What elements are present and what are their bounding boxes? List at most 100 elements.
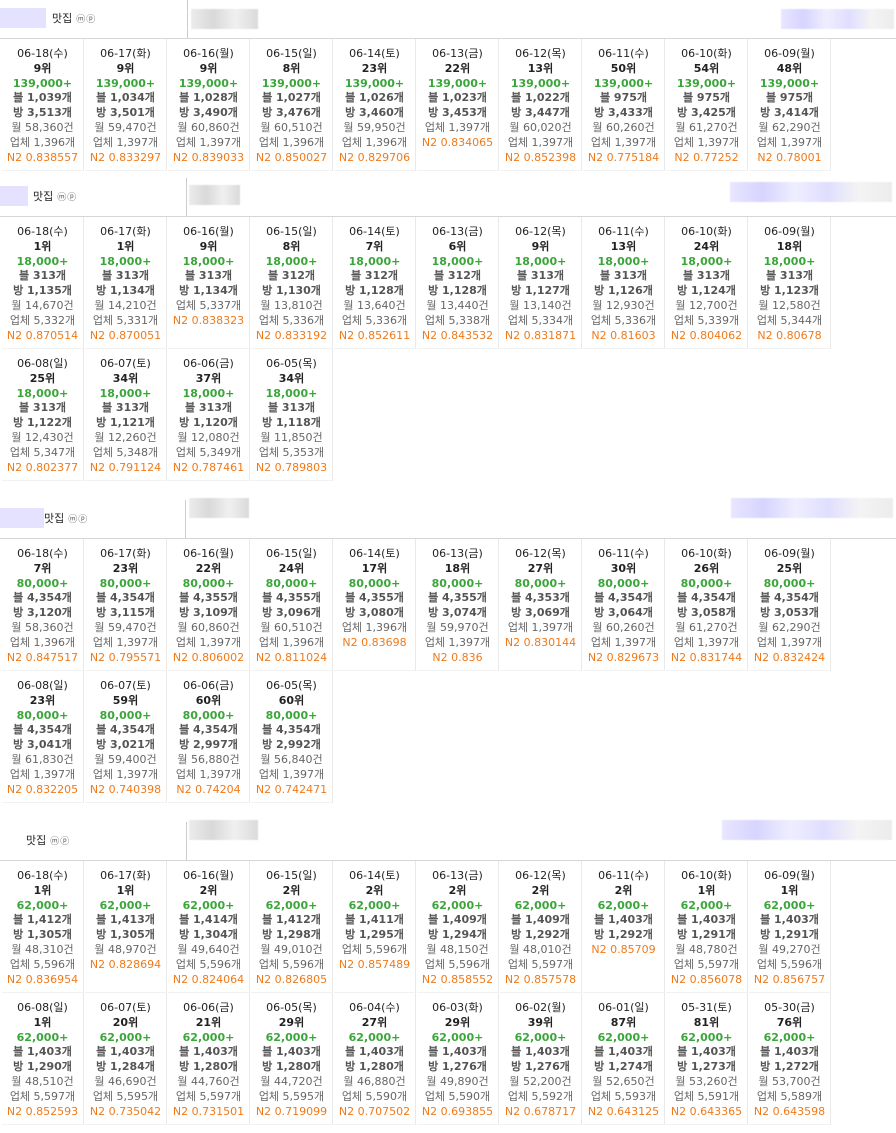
keyword-label: 맛집 bbox=[33, 190, 54, 203]
mobile-pc-icons[interactable]: ⓜⓟ bbox=[57, 193, 78, 203]
business-count: 업체 5,597개 bbox=[673, 957, 740, 971]
keyword-label: 맛집 bbox=[52, 12, 73, 25]
business-count: 업체 1,396개 bbox=[9, 135, 76, 149]
keyword-title[interactable]: 맛집 ⓜⓟ bbox=[52, 10, 96, 26]
business-count: 업체 1,397개 bbox=[590, 635, 657, 649]
rank-card: 06-15(일) 24위 80,000+ 블 4,355개 방 3,096개 월 60,5… bbox=[251, 539, 333, 671]
search-volume: 62,000+ bbox=[348, 1030, 401, 1044]
business-count: 업체 5,596개 bbox=[424, 957, 491, 971]
business-count: 업체 5,338개 bbox=[424, 313, 491, 327]
rank-label: 13위 bbox=[610, 239, 637, 253]
redacted-block bbox=[191, 9, 258, 29]
business-count: 업체 1,396개 bbox=[341, 135, 408, 149]
rank-label: 1위 bbox=[33, 883, 52, 897]
n2-score: N2 0.740398 bbox=[89, 782, 162, 796]
redacted-block bbox=[189, 185, 240, 205]
rank-card: 06-10(화) 24위 18,000+ 블 313개 방 1,124개 월 12,700… bbox=[666, 217, 748, 349]
mobile-pc-icons[interactable]: ⓜⓟ bbox=[68, 515, 89, 525]
rank-card: 06-09(월) 48위 139,000+ 블 975개 방 3,414개 월 62,29… bbox=[749, 39, 831, 171]
blog-count: 블 1,403개 bbox=[345, 1045, 404, 1059]
monthly-count: 월 13,140건 bbox=[509, 298, 572, 312]
rank-card: 06-08(일) 25위 18,000+ 블 313개 방 1,122개 월 12,430… bbox=[2, 349, 84, 481]
date-label: 06-15(일) bbox=[266, 547, 317, 560]
n2-score: N2 0.811024 bbox=[255, 650, 328, 664]
rank-card: 06-16(월) 22위 80,000+ 블 4,355개 방 3,109개 월 60,8… bbox=[168, 539, 250, 671]
rank-card: 06-06(금) 21위 62,000+ 블 1,403개 방 1,280개 월 44,7… bbox=[168, 993, 250, 1125]
rank-card: 06-05(목) 29위 62,000+ 블 1,403개 방 1,280개 월 44,7… bbox=[251, 993, 333, 1125]
blog-count: 블 1,028개 bbox=[179, 91, 238, 105]
date-label: 06-10(화) bbox=[681, 869, 732, 882]
date-label: 06-18(수) bbox=[17, 547, 68, 560]
mobile-pc-icons[interactable]: ⓜⓟ bbox=[50, 837, 71, 847]
n2-score: N2 0.804062 bbox=[670, 328, 743, 342]
keyword-title[interactable]: 맛집 ⓜⓟ bbox=[33, 188, 77, 204]
mobile-pc-icons[interactable]: ⓜⓟ bbox=[76, 15, 97, 25]
header-divider bbox=[186, 822, 187, 860]
monthly-count: 월 11,850건 bbox=[260, 430, 323, 444]
redacted-block bbox=[722, 820, 892, 840]
search-volume: 18,000+ bbox=[16, 254, 69, 268]
n2-score: N2 0.833297 bbox=[89, 150, 162, 164]
date-label: 06-11(수) bbox=[598, 547, 649, 560]
date-label: 06-05(목) bbox=[266, 1001, 317, 1014]
rank-label: 2위 bbox=[448, 883, 467, 897]
keyword-title[interactable]: 맛집 ⓜⓟ bbox=[26, 832, 70, 848]
business-count: 업체 5,595개 bbox=[258, 1089, 325, 1103]
search-volume: 139,000+ bbox=[12, 76, 73, 90]
rank-card: 06-06(금) 60위 80,000+ 블 4,354개 방 2,997개 월 56,8… bbox=[168, 671, 250, 803]
business-count: 업체 5,591개 bbox=[673, 1089, 740, 1103]
business-count: 업체 5,597개 bbox=[9, 1089, 76, 1103]
monthly-count: 월 58,360건 bbox=[11, 620, 74, 634]
cafe-count: 방 2,992개 bbox=[262, 738, 321, 752]
business-count: 업체 5,339개 bbox=[673, 313, 740, 327]
n2-score: N2 0.829673 bbox=[587, 650, 660, 664]
cafe-count: 방 3,453개 bbox=[428, 106, 487, 120]
rank-card: 06-16(월) 2위 62,000+ 블 1,414개 방 1,304개 월 49,64… bbox=[168, 861, 250, 993]
search-volume: 18,000+ bbox=[348, 254, 401, 268]
blog-count: 블 313개 bbox=[184, 269, 233, 283]
monthly-count: 월 49,890건 bbox=[426, 1074, 489, 1088]
cafe-count: 방 3,501개 bbox=[96, 106, 155, 120]
rank-label: 23위 bbox=[29, 693, 56, 707]
rank-card: 06-10(화) 54위 139,000+ 블 975개 방 3,425개 월 61,27… bbox=[666, 39, 748, 171]
date-label: 06-06(금) bbox=[183, 679, 234, 692]
monthly-count: 월 62,290건 bbox=[758, 620, 821, 634]
rank-card: 06-14(토) 17위 80,000+ 블 4,355개 방 3,080개 업체 1,3… bbox=[334, 539, 416, 671]
date-label: 06-08(일) bbox=[17, 679, 68, 692]
blog-count: 블 1,412개 bbox=[13, 913, 72, 927]
blog-count: 블 4,354개 bbox=[179, 723, 238, 737]
cafe-count: 방 2,997개 bbox=[179, 738, 238, 752]
business-count: 업체 5,592개 bbox=[507, 1089, 574, 1103]
monthly-count: 월 12,260건 bbox=[94, 430, 157, 444]
rank-grid: 06-18(수) 9위 139,000+ 블 1,039개 방 3,513개 월 58,3… bbox=[0, 39, 896, 171]
search-volume: 18,000+ bbox=[680, 254, 733, 268]
cafe-count: 방 1,291개 bbox=[677, 928, 736, 942]
date-label: 06-16(월) bbox=[183, 225, 234, 238]
rank-label: 21위 bbox=[195, 1015, 222, 1029]
date-label: 06-09(월) bbox=[764, 547, 815, 560]
rank-card: 06-11(수) 50위 139,000+ 블 975개 방 3,433개 월 60,26… bbox=[583, 39, 665, 171]
rank-label: 9위 bbox=[33, 61, 52, 75]
search-volume: 18,000+ bbox=[265, 386, 318, 400]
date-label: 06-10(화) bbox=[681, 547, 732, 560]
search-volume: 80,000+ bbox=[265, 576, 318, 590]
business-count: 업체 5,353개 bbox=[258, 445, 325, 459]
date-label: 06-07(토) bbox=[100, 679, 151, 692]
blog-count: 블 4,354개 bbox=[677, 591, 736, 605]
blog-count: 블 313개 bbox=[18, 401, 67, 415]
business-count: 업체 1,397개 bbox=[258, 767, 325, 781]
n2-score: N2 0.857578 bbox=[504, 972, 577, 986]
search-volume: 139,000+ bbox=[344, 76, 405, 90]
cafe-count: 방 3,414개 bbox=[760, 106, 819, 120]
keyword-title[interactable]: 맛집 ⓜⓟ bbox=[44, 510, 88, 526]
date-label: 06-03(화) bbox=[432, 1001, 483, 1014]
monthly-count: 월 56,880건 bbox=[177, 752, 240, 766]
business-count: 업체 1,397개 bbox=[756, 635, 823, 649]
business-count: 업체 1,396개 bbox=[258, 635, 325, 649]
business-count: 업체 1,397개 bbox=[175, 767, 242, 781]
n2-score: N2 0.826805 bbox=[255, 972, 328, 986]
blog-count: 블 313개 bbox=[101, 401, 150, 415]
rank-label: 7위 bbox=[365, 239, 384, 253]
blog-count: 블 1,409개 bbox=[428, 913, 487, 927]
business-count: 업체 1,397개 bbox=[92, 635, 159, 649]
